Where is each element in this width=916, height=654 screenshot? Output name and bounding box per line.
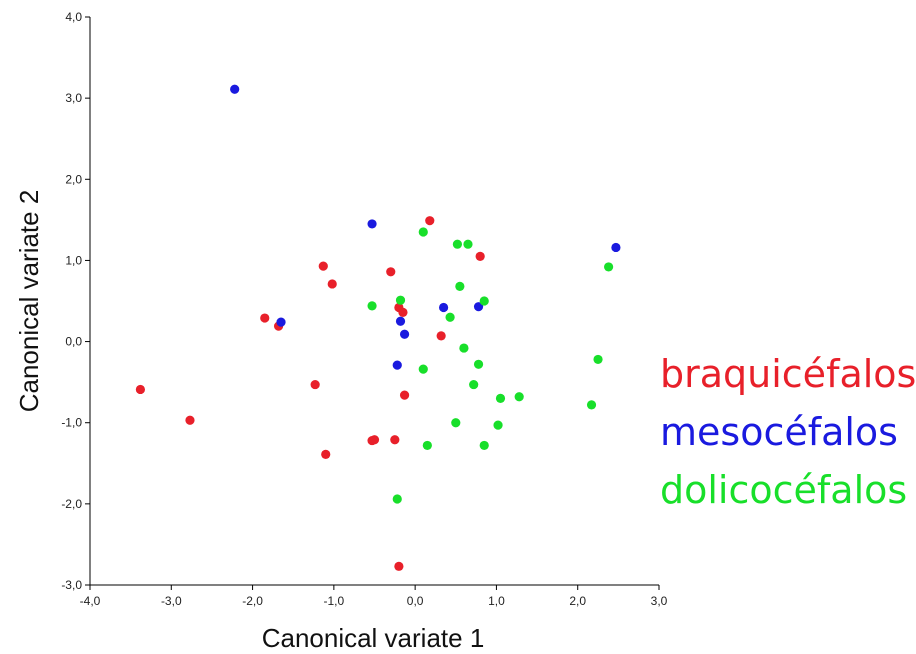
point-series-0 — [425, 216, 435, 226]
point-series-2 — [479, 440, 489, 451]
point-series-1 — [230, 84, 240, 94]
x-tick-label: 3,0 — [651, 594, 668, 608]
point-series-1 — [276, 317, 286, 327]
point-series-0 — [394, 561, 404, 571]
point-series-0 — [475, 251, 485, 261]
x-tick-label: 0,0 — [407, 594, 424, 608]
y-tick-label: -3,0 — [61, 578, 82, 592]
point-series-2 — [418, 227, 428, 237]
legend-item-braquicefalos: braquicéfalos — [660, 352, 916, 396]
x-tick-label: -4,0 — [80, 594, 101, 608]
point-series-0 — [369, 435, 380, 445]
point-series-2 — [392, 494, 402, 504]
point-series-0 — [310, 379, 320, 390]
point-series-0 — [327, 279, 337, 289]
data-points — [135, 84, 621, 571]
y-tick-label: 3,0 — [65, 91, 82, 105]
point-series-2 — [473, 359, 484, 369]
point-series-1 — [611, 242, 621, 253]
point-series-2 — [459, 343, 469, 353]
legend-item-mesocefalos: mesocéfalos — [660, 410, 898, 454]
point-series-0 — [185, 415, 195, 425]
point-series-2 — [493, 420, 503, 430]
point-series-1 — [392, 360, 402, 370]
point-series-2 — [418, 364, 428, 374]
point-series-2 — [455, 281, 465, 291]
point-series-1 — [473, 302, 484, 312]
x-tick-label: 2,0 — [569, 594, 586, 608]
y-axis-title: Canonical variate 2 — [14, 190, 44, 413]
point-series-1 — [399, 329, 410, 339]
point-series-0 — [390, 435, 400, 445]
point-series-0 — [386, 267, 396, 277]
point-series-2 — [463, 239, 473, 249]
point-series-2 — [452, 239, 463, 249]
point-series-2 — [514, 392, 524, 402]
point-series-0 — [135, 384, 145, 395]
legend: braquicéfalos mesocéfalos dolicocéfalos — [660, 345, 916, 519]
point-series-2 — [593, 354, 603, 365]
point-series-2 — [469, 379, 479, 390]
point-series-2 — [445, 312, 455, 322]
x-tick-label: -2,0 — [242, 594, 263, 608]
point-series-0 — [260, 313, 270, 323]
legend-item-dolicocefalos: dolicocéfalos — [660, 468, 908, 512]
y-tick-label: -1,0 — [61, 416, 82, 430]
point-series-2 — [479, 296, 489, 306]
axes: -4,0 -3,0 -2,0 -1,0 0,0 1,0 2,0 3,0 -3,0 -2,0 -1,0… — [61, 10, 667, 608]
x-tick-label: -3,0 — [161, 594, 182, 608]
point-series-0 — [321, 449, 331, 459]
point-series-0 — [318, 261, 328, 271]
point-series-1 — [395, 316, 406, 326]
point-series-0 — [398, 307, 408, 317]
point-series-2 — [395, 295, 406, 305]
y-tick-label: 2,0 — [65, 172, 82, 186]
x-axis-title: Canonical variate 1 — [262, 623, 485, 653]
x-tick-label: 1,0 — [488, 594, 505, 608]
point-series-0 — [399, 390, 410, 400]
point-series-2 — [495, 393, 506, 403]
point-series-1 — [367, 219, 377, 229]
point-series-2 — [604, 262, 614, 272]
y-tick-label: 0,0 — [65, 335, 82, 349]
y-tick-label: 4,0 — [65, 10, 82, 24]
point-series-2 — [367, 301, 377, 311]
y-tick-label: -2,0 — [61, 497, 82, 511]
point-series-0 — [436, 331, 446, 341]
point-series-2 — [451, 418, 461, 428]
point-series-2 — [586, 400, 597, 410]
point-series-1 — [438, 302, 449, 313]
x-tick-label: -1,0 — [324, 594, 345, 608]
point-series-2 — [422, 440, 432, 451]
y-tick-label: 1,0 — [65, 253, 82, 267]
